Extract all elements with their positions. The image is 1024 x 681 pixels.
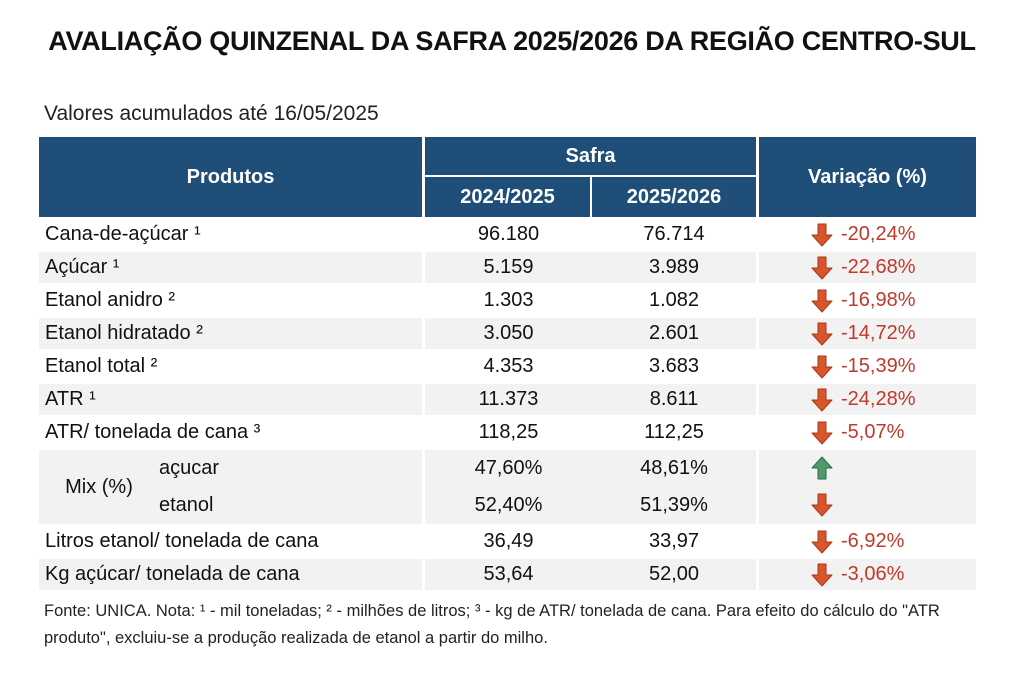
mix-sub-acucar: açucar [159,457,220,479]
value-2024-2025: 53,64 [425,557,592,590]
value-2024-2025: 36,49 [425,524,592,557]
arrow-down-icon [811,223,833,246]
value-2024-2025: 118,25 [425,415,592,448]
value-2024-2025: 52,40% [425,486,592,524]
arrow-down-icon [811,322,833,345]
arrow-down-icon [811,256,833,279]
table-row: Açúcar ¹ 5.159 3.989 -22,68% [39,250,976,283]
variacao-value: -22,68% [841,256,916,278]
variacao-value: -5,07% [841,421,905,443]
variacao-cell: -24,28% [759,382,976,415]
header-safra: Safra [425,137,759,177]
page-title: AVALIAÇÃO QUINZENAL DA SAFRA 2025/2026 D… [48,26,976,56]
variacao-cell [759,448,976,486]
mix-label-cell: Mix (%) açucar etanol [39,448,425,524]
variacao-value: -16,98% [841,289,916,311]
produto-name: Kg açúcar/ tonelada de cana [39,557,425,590]
table-row: Kg açúcar/ tonelada de cana 53,64 52,00 … [39,557,976,590]
value-2024-2025: 47,60% [425,448,592,486]
value-2025-2026: 1.082 [592,283,759,316]
produto-name: Etanol anidro ² [39,283,425,316]
variacao-cell: -15,39% [759,349,976,382]
value-2025-2026: 48,61% [592,448,759,486]
value-2025-2026: 33,97 [592,524,759,557]
variacao-value: -6,92% [841,530,905,552]
footnote: Fonte: UNICA. Nota: ¹ - mil toneladas; ²… [44,602,940,647]
header-produtos: Produtos [39,137,425,217]
safra-table: Produtos Safra Variação (%) 2024/2025 20… [39,137,976,590]
produto-name: Etanol total ² [39,349,425,382]
value-2025-2026: 112,25 [592,415,759,448]
produto-name: Cana-de-açúcar ¹ [39,217,425,250]
arrow-down-icon [811,388,833,411]
table-row: Litros etanol/ tonelada de cana 36,49 33… [39,524,976,557]
variacao-value: -15,39% [841,355,916,377]
table-row: Etanol total ² 4.353 3.683 -15,39% [39,349,976,382]
variacao-value: -24,28% [841,388,916,410]
arrow-down-icon [811,530,833,553]
arrow-down-icon [811,289,833,312]
produto-name: ATR/ tonelada de cana ³ [39,415,425,448]
value-2024-2025: 96.180 [425,217,592,250]
variacao-cell: -22,68% [759,250,976,283]
value-2025-2026: 2.601 [592,316,759,349]
variacao-cell: -6,92% [759,524,976,557]
produto-name: ATR ¹ [39,382,425,415]
variacao-cell: -16,98% [759,283,976,316]
arrow-down-icon [811,493,833,517]
variacao-cell [759,486,976,524]
arrow-down-icon [811,355,833,378]
value-2025-2026: 8.611 [592,382,759,415]
table-row: Etanol anidro ² 1.303 1.082 -16,98% [39,283,976,316]
variacao-value: -3,06% [841,563,905,585]
variacao-cell: -20,24% [759,217,976,250]
produto-name: Açúcar ¹ [39,250,425,283]
variacao-cell: -3,06% [759,557,976,590]
arrow-down-icon [811,563,833,586]
mix-label: Mix (%) [65,475,133,498]
header-year-2: 2025/2026 [592,177,759,217]
table-row: ATR/ tonelada de cana ³ 118,25 112,25 -5… [39,415,976,448]
table-row: Cana-de-açúcar ¹ 96.180 76.714 -20,24% [39,217,976,250]
subtitle: Valores acumulados até 16/05/2025 [44,102,379,125]
header-year-1: 2024/2025 [425,177,592,217]
value-2025-2026: 3.683 [592,349,759,382]
value-2024-2025: 3.050 [425,316,592,349]
variacao-cell: -5,07% [759,415,976,448]
variacao-value: -20,24% [841,223,916,245]
produto-name: Litros etanol/ tonelada de cana [39,524,425,557]
value-2025-2026: 3.989 [592,250,759,283]
value-2025-2026: 76.714 [592,217,759,250]
value-2025-2026: 52,00 [592,557,759,590]
value-2024-2025: 1.303 [425,283,592,316]
value-2025-2026: 51,39% [592,486,759,524]
mix-row-acucar: Mix (%) açucar etanol 47,60% 48,61% [39,448,976,524]
table-row: ATR ¹ 11.373 8.611 -24,28% [39,382,976,415]
value-2024-2025: 5.159 [425,250,592,283]
value-2024-2025: 11.373 [425,382,592,415]
mix-row-etanol: 52,40% 51,39% [39,486,976,524]
table-row: Etanol hidratado ² 3.050 2.601 -14,72% [39,316,976,349]
variacao-value: -14,72% [841,322,916,344]
value-2024-2025: 4.353 [425,349,592,382]
variacao-cell: -14,72% [759,316,976,349]
arrow-up-icon [811,456,833,480]
produto-name: Etanol hidratado ² [39,316,425,349]
arrow-down-icon [811,421,833,444]
mix-sub-etanol: etanol [159,494,214,516]
header-variacao: Variação (%) [759,137,976,217]
